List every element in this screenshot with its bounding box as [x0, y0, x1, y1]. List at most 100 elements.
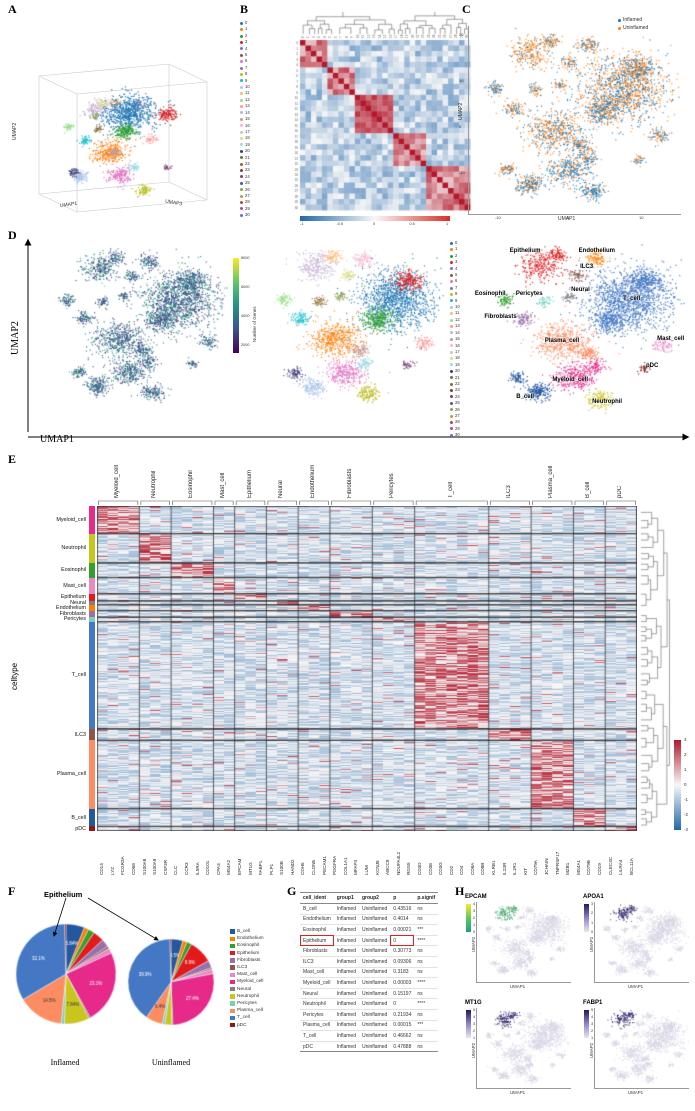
legend-item: 15 [450, 336, 474, 342]
feature-colorbar [466, 904, 471, 932]
legend-item: 16 [240, 123, 268, 129]
cluster-id-label: 7 [245, 64, 248, 70]
gene-label: BCL11A [628, 858, 634, 875]
legend-item: 27 [240, 193, 268, 199]
legend-item: 30 [240, 212, 268, 218]
feature-gene-title: EPCAM [465, 894, 487, 900]
gene-label: RGS5 [406, 862, 412, 875]
legend-item: 4 [450, 266, 474, 272]
table-cell: Inflamed [333, 924, 359, 936]
table-cell: Inflamed [333, 1020, 359, 1032]
legend-item: 28 [450, 419, 474, 425]
table-cell: Uninflamed [358, 903, 391, 915]
legend-item: 30 [450, 432, 474, 438]
cluster-id-label: 3 [455, 259, 458, 265]
legend-item: 5 [240, 52, 268, 58]
gene-label: KIT [522, 867, 528, 875]
legend-item: 12 [240, 97, 268, 103]
epithelium-annotation: Epithelium [44, 890, 83, 899]
gene-label: CSF3R [162, 859, 168, 875]
legend-item: 3 [450, 259, 474, 265]
legend-item: 9 [240, 78, 268, 84]
column-group-label: Neutrophil [151, 470, 158, 498]
cluster-id-label: 9 [455, 297, 458, 303]
gene-label: MZB1 [565, 862, 571, 875]
celltype-annotation-label: Neutrophil [592, 399, 623, 405]
gene-label: CD79B [586, 860, 592, 875]
column-group-label: B_cell [585, 481, 592, 498]
celltype-label: Epithelium [237, 950, 260, 956]
colorbar-tick: 8000 [241, 256, 250, 260]
legend-item: 17 [240, 129, 268, 135]
gene-label: CD19 [596, 863, 602, 875]
celltype-label: ILC3 [237, 965, 248, 971]
celltype-color-swatch [230, 1008, 235, 1014]
cluster-id-label: 20 [455, 368, 460, 374]
legend-item: 19 [450, 362, 474, 368]
table-row: Eosinophil Inflamed Uninflamed 0.00021 *** [300, 924, 439, 936]
ngenes-colorbar-title: Number of Genes [252, 306, 257, 342]
cluster-color-dot [240, 124, 243, 128]
table-cell: Uninflamed [358, 956, 391, 968]
table-cell: 0.00003 [390, 977, 415, 989]
gene-label: KCNJ8 [374, 860, 380, 875]
column-group-label: T_cell [447, 481, 454, 498]
gene-labels: CD14 LYZ FCGR3A CD68 S100A8 S100A9 CSF3R CLC CCR… [97, 833, 637, 875]
cluster-color-dot [240, 34, 243, 38]
gene-label: CD3E [427, 862, 433, 875]
colorbar-tick: 0 [684, 782, 687, 787]
gene-label: EPCAM [236, 858, 242, 875]
table-cell: Inflamed [333, 935, 359, 947]
gene-label: IL5RA [194, 862, 200, 875]
cluster-id-label: 20 [245, 148, 250, 154]
celltype-color-swatch [230, 1022, 235, 1028]
table-cell: Inflamed [333, 956, 359, 968]
legend-item: 1 [450, 246, 474, 252]
cluster-color-dot [240, 188, 243, 192]
feature-colorbar-tick: 5 [473, 1008, 476, 1012]
panel-d-label: D [8, 228, 17, 242]
row-group-label: Epithelium [60, 594, 86, 601]
celltype-annotation-segment [89, 562, 95, 578]
legend-item: 7 [240, 65, 268, 71]
table-cell: Uninflamed [358, 924, 391, 936]
cluster-id-label: 13 [245, 103, 250, 109]
celltype-label: Eosinophil [237, 943, 260, 949]
gene-label: CPA3 [215, 863, 221, 875]
table-cell: pDC [300, 1041, 334, 1053]
celltype-label: Plasma_cell [237, 1008, 263, 1014]
legend-item: 21 [450, 375, 474, 381]
cluster-color-dot [450, 414, 453, 418]
feature-colorbar-tick: 0 [591, 930, 594, 934]
legend-item: 23 [240, 167, 268, 173]
panel-g-label: G [287, 884, 297, 898]
celltype-label: Neural [237, 986, 252, 992]
celltype-color-swatch [230, 958, 235, 963]
cluster-id-label: 29 [455, 425, 460, 431]
y-tick-label: -10 [459, 170, 465, 175]
feature-colorbar-tick: 1 [591, 920, 594, 925]
legend-item: 3 [240, 39, 268, 45]
cluster-id-label: 26 [245, 186, 250, 192]
panel-h-label: H [455, 884, 465, 898]
gene-label: S100A9 [152, 858, 158, 875]
table-header-cell: group1 [333, 892, 359, 904]
column-group-label: Epithelium [246, 469, 253, 498]
cluster-color-dot [240, 21, 243, 25]
row-group-label: T_cell [71, 672, 86, 679]
cluster-color-dot [450, 241, 453, 245]
cluster-color-dot [450, 376, 453, 380]
cluster-id-label: 5 [245, 52, 248, 58]
table-cell: **** [414, 998, 439, 1010]
gene-label: CD79A [533, 860, 539, 875]
cluster-color-dot [450, 280, 453, 284]
celltype-label: Fibroblasts [237, 957, 261, 963]
cluster-color-dot [450, 292, 453, 296]
colorbar-tick: 0.5 [409, 222, 415, 226]
gene-label: CCR3 [184, 862, 189, 875]
y-tick-label: 20 [459, 32, 464, 37]
table-cell: Uninflamed [358, 1020, 391, 1032]
column-group-label: Pericytes [389, 473, 396, 498]
table-header-cell: p [390, 892, 415, 904]
panel-b-label: B [240, 2, 249, 16]
